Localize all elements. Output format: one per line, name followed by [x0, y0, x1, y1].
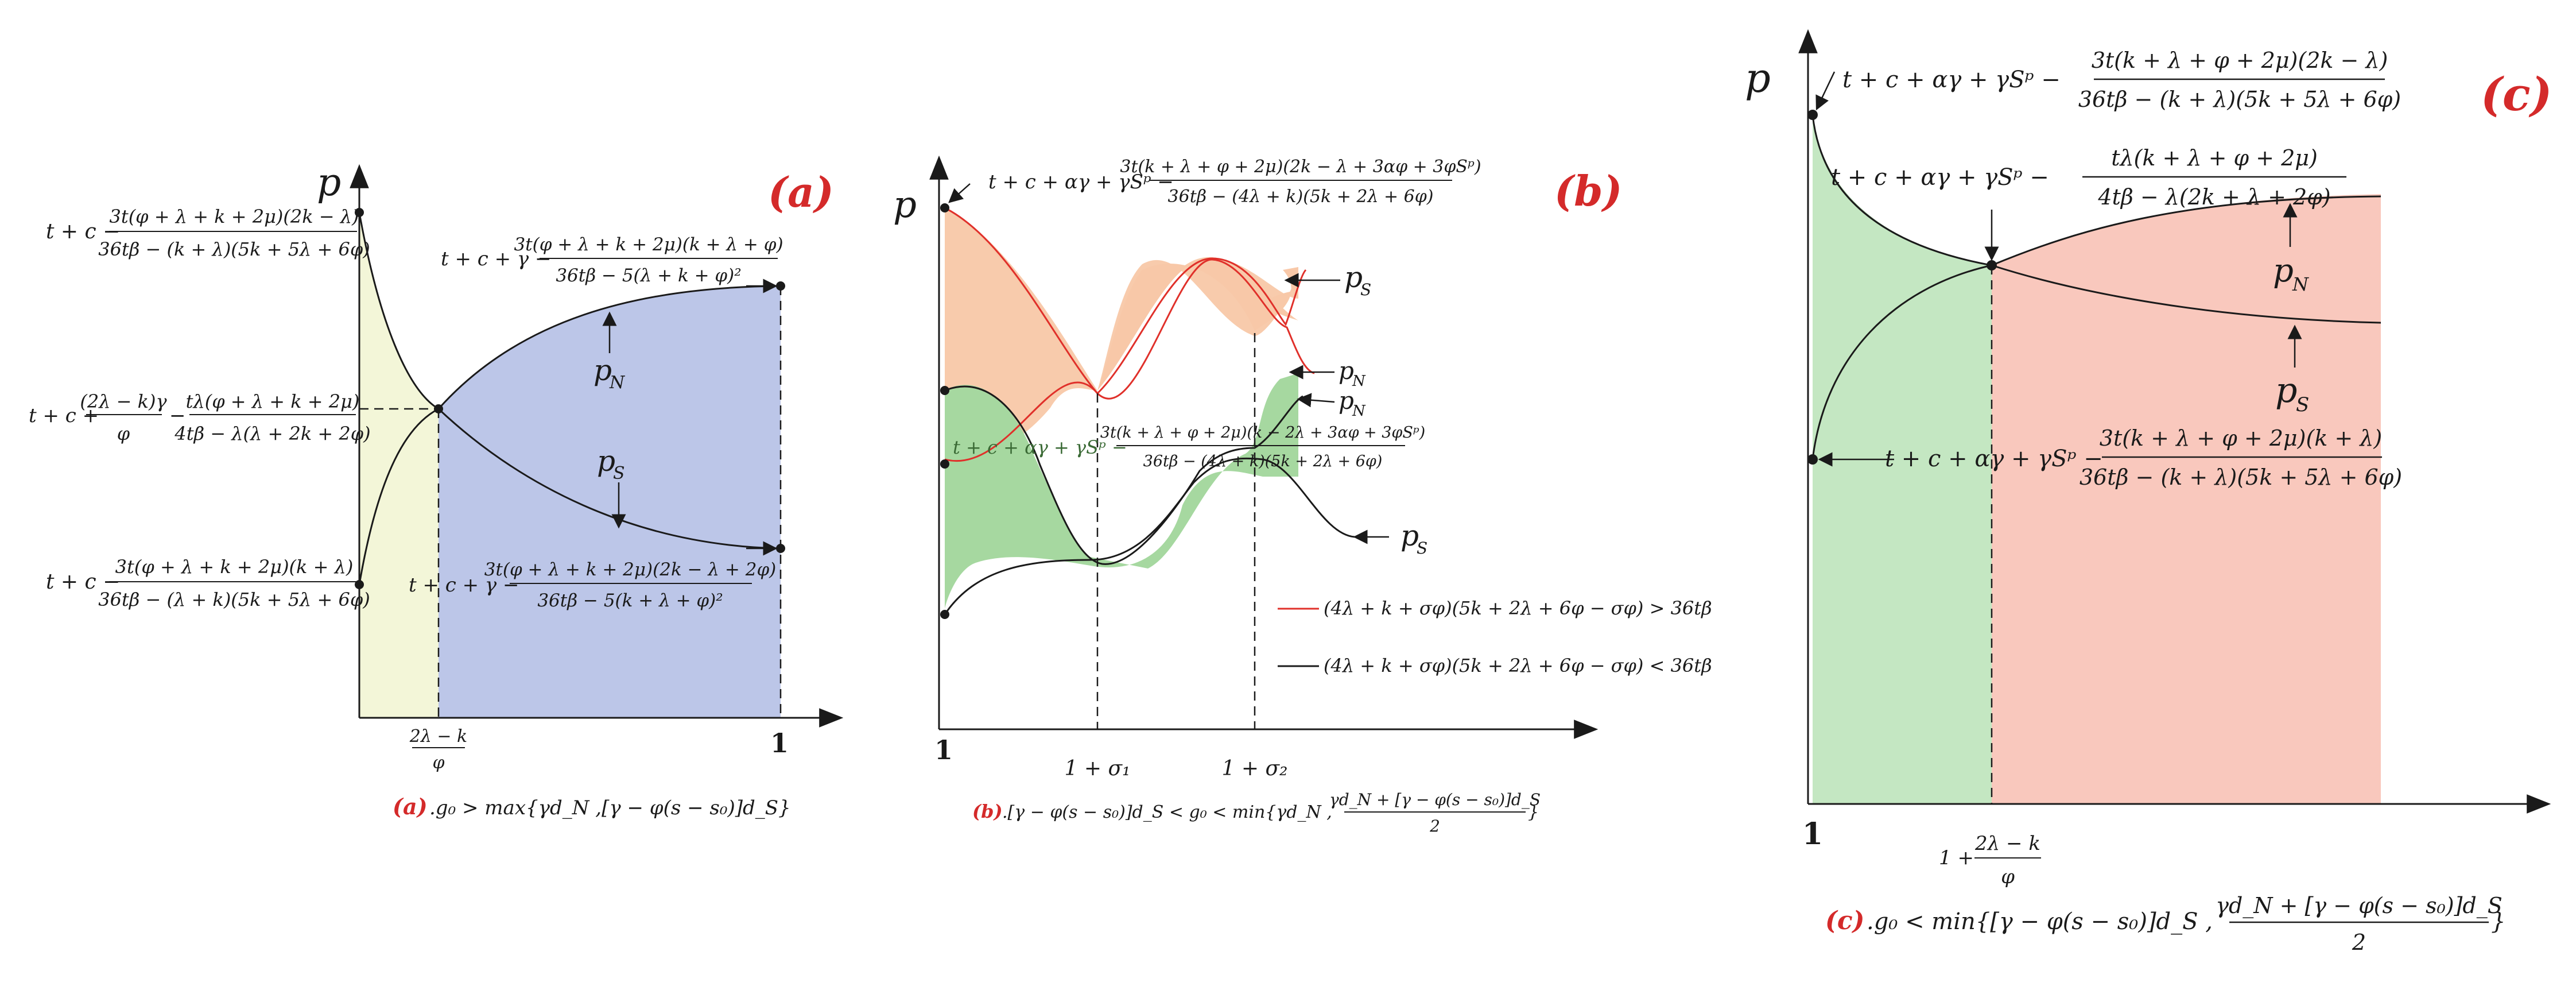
panel-a-left-fill [359, 212, 439, 718]
panel-a-label: (a) [768, 168, 834, 216]
panel-c-pS-curve [1811, 195, 2381, 460]
panel-b-pN-black-curve [944, 385, 1303, 565]
panel-b-pS-black-curve [944, 457, 1355, 615]
panel-c-label: (c) [2481, 67, 2552, 121]
panel-a-pN-sub: N [609, 373, 626, 393]
panel-a-left-bot-den: 36tβ − (λ + k)(5k + 5λ + 6φ) [98, 589, 370, 610]
panel-a-left-top-prefix: t + c − [46, 220, 120, 243]
panel-b-pS-bot-sub: S [1417, 539, 1427, 558]
panel-a-left-top-den: 36tβ − (k + λ)(5k + 5λ + 6φ) [98, 238, 370, 260]
panel-b-pN-1: p [1339, 357, 1354, 385]
panel-b-pS-bot: p [1400, 519, 1419, 552]
panel-b-top-num: 3t(k + λ + φ + 2μ)(2k − λ + 3αφ + 3φSᵖ) [1120, 157, 1481, 177]
panel-b-caption-close: } [1528, 802, 1539, 822]
panel-b-pS-top-sub: S [1360, 280, 1371, 299]
panel-c-top-num: 3t(k + λ + φ + 2μ)(2k − λ) [2092, 48, 2388, 73]
panel-b-mid-prefix: t + c + αγ + γSᵖ − [953, 436, 1127, 458]
panel-a-left-mid-num2: tλ(φ + λ + k + 2μ) [186, 390, 360, 412]
panel-c-caption-den: 2 [2352, 930, 2366, 955]
panel-b-top-den: 36tβ − (4λ + k)(5k + 2λ + 6φ) [1168, 187, 1434, 207]
panel-b-pS-red-curve [944, 207, 1307, 395]
panel-b-mid-num: 3t(k + λ + φ + 2μ)(k − 2λ + 3αφ + 3φSᵖ) [1100, 424, 1425, 442]
panel-c-pN-curve [1811, 114, 2381, 324]
panel-c-x-tick-1: 1 [1802, 817, 1823, 852]
panel-c-pN-sub: N [2292, 273, 2309, 295]
panel-a: p (a) t + c − 3t(φ + λ + k + 2μ)(2k − λ)… [29, 160, 844, 819]
panel-a-left-bot-num: 3t(φ + λ + k + 2μ)(k + λ) [115, 556, 354, 578]
panel-a-left-bot-prefix: t + c − [46, 570, 120, 594]
panel-a-top-right-prefix: t + c + γ − [441, 248, 552, 270]
panel-a-pN-label: p [593, 354, 612, 387]
panel-c-top-den: 36tβ − (k + λ)(5k + 5λ + 6φ) [2078, 87, 2401, 112]
panel-c-bot-num: 3t(k + λ + φ + 2μ)(k + λ) [2100, 426, 2382, 451]
panel-a-left-mid-den1: φ [117, 423, 130, 444]
panel-a-left-top-num: 3t(φ + λ + k + 2μ)(2k − λ) [109, 206, 359, 227]
panel-b-pN-2-sub: N [1352, 403, 1366, 420]
panel-b-legend-black: (4λ + k + σφ)(5k + 2λ + 6φ − σφ) < 36tβ [1324, 655, 1712, 676]
panel-b-caption-label: (b) [972, 800, 1003, 822]
panel-a-bot-right-den: 36tβ − 5(k + λ + φ)² [537, 590, 723, 611]
panel-c-pN-label: p [2273, 252, 2294, 289]
panel-c-top-prefix: t + c + αγ + γSᵖ − [1842, 67, 2061, 93]
panel-b-axis-p: p [893, 184, 917, 226]
panel-b-pN-red-curve [944, 258, 1315, 462]
panel-a-top-right-den: 36tβ − 5(λ + k + φ)² [556, 265, 741, 286]
panel-c-bot-prefix: t + c + αγ + γSᵖ − [1885, 446, 2103, 472]
panel-a-pS-sub: S [613, 463, 625, 484]
panel-c: p (c) t + c + αγ + γSᵖ − 3t(k + λ + φ + … [1745, 29, 2552, 955]
panel-a-pS-curve [358, 285, 781, 585]
panel-a-pN-curve [358, 212, 781, 550]
panel-b-caption-den: 2 [1429, 817, 1440, 836]
panel-b-top-prefix: t + c + αγ + γSᵖ − [988, 171, 1174, 194]
panel-b-x-tick-1: 1 [934, 734, 953, 765]
panel-a-x-tick-1: 1 [770, 728, 789, 759]
panel-a-right-fill [439, 286, 781, 718]
panel-b-caption-num: γd_N + [γ − φ(s − s₀)]d_S [1329, 790, 1541, 809]
panel-c-caption-label: (c) [1825, 906, 1864, 935]
panel-c-bot-den: 36tβ − (k + λ)(5k + 5λ + 6φ) [2080, 465, 2402, 490]
panel-c-caption-close: } [2491, 908, 2505, 935]
panel-a-left-mid-prefix: t + c + [29, 404, 99, 427]
panel-a-x-tick-den: φ [432, 753, 444, 773]
panel-c-x-tick-pre: 1 + [1939, 846, 1974, 869]
panel-a-left-mid-minus: − [169, 404, 186, 427]
panel-b-pN-2: p [1339, 386, 1354, 415]
panel-a-left-mid-den2: 4tβ − λ(λ + 2k + 2φ) [174, 423, 370, 444]
panel-a-top-right-num: 3t(φ + λ + k + 2μ)(k + λ + φ) [514, 234, 783, 255]
panel-a-left-mid-num1: (2λ − k)γ [80, 390, 167, 412]
panel-a-caption-label: (a) [393, 794, 428, 819]
panel-c-caption-num: γd_N + [γ − φ(s − s₀)]d_S [2216, 893, 2503, 919]
panel-c-x-tick-num: 2λ − k [1974, 832, 2040, 855]
panel-b-orange-fill [945, 208, 1298, 390]
panel-b-orange-fill-right [1097, 257, 1298, 390]
panel-b-legend-red: (4λ + k + σφ)(5k + 2λ + 6φ − σφ) > 36tβ [1324, 597, 1712, 619]
panel-b-pN-1-sub: N [1352, 373, 1366, 390]
panel-a-bot-right-prefix: t + c + γ − [409, 574, 519, 597]
panel-a-caption-text: .g₀ > max{γd_N ,[γ − φ(s − s₀)]d_S} [429, 796, 791, 819]
panel-b-pS-top: p [1344, 261, 1363, 294]
panel-b-mid-den: 36tβ − (4λ + k)(5k + 2λ + 6φ) [1143, 453, 1383, 470]
panel-b-green-fill [945, 373, 1298, 609]
panel-c-x-tick-den: φ [2001, 865, 2015, 888]
panel-c-mid-prefix: t + c + αγ + γSᵖ − [1831, 164, 2049, 191]
panel-c-pS-sub: S [2296, 393, 2309, 416]
panel-c-green-fill [1813, 115, 1992, 804]
panel-c-mid-den: 4tβ − λ(2k + λ + 2φ) [2097, 184, 2330, 210]
panel-a-x-tick-num: 2λ − k [409, 726, 468, 747]
panel-b-label: (b) [1554, 167, 1622, 215]
panel-c-axis-p: p [1745, 55, 1771, 102]
panel-b: p (b) t + c + αγ + γSᵖ − 3t(k + λ + φ + … [893, 155, 1712, 836]
panel-c-mid-num: tλ(k + λ + φ + 2μ) [2111, 145, 2318, 171]
panel-c-red-fill [1992, 194, 2381, 804]
panel-b-caption-text: .[γ − φ(s − s₀)]d_S < g₀ < min{γd_N , [1002, 802, 1332, 822]
panel-a-axis-p: p [317, 160, 341, 204]
panel-a-bot-right-num: 3t(φ + λ + k + 2μ)(2k − λ + 2φ) [484, 559, 777, 580]
panel-b-x-tick-s1: 1 + σ₁ [1065, 757, 1131, 780]
panel-a-pS-label: p [597, 444, 615, 478]
panel-b-x-tick-s2: 1 + σ₂ [1222, 757, 1288, 780]
panel-c-pS-label: p [2275, 370, 2297, 411]
panel-c-caption-text: .g₀ < min{[γ − φ(s − s₀)]d_S , [1867, 908, 2213, 935]
